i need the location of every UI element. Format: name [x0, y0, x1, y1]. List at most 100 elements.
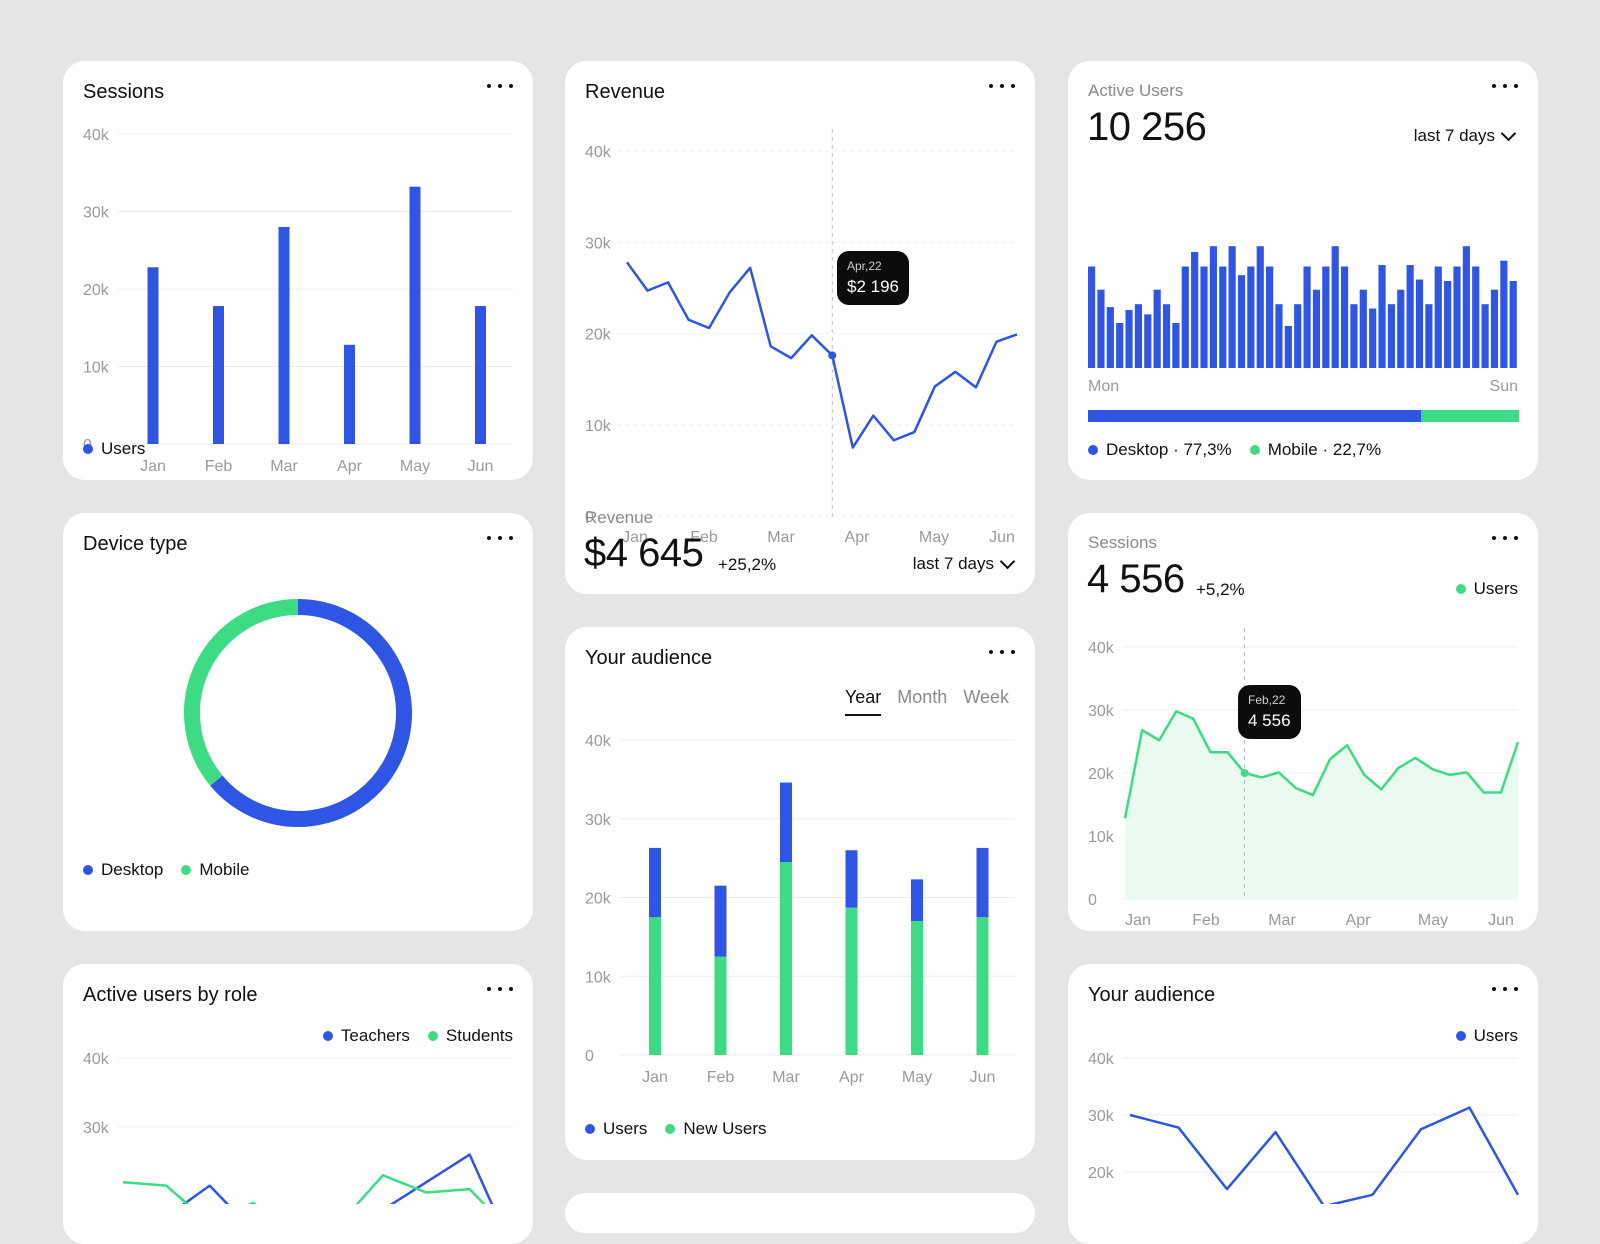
legend-dot-mobile — [181, 865, 192, 875]
bar — [1340, 266, 1349, 368]
bar — [1490, 289, 1499, 368]
legend-dot-students — [427, 1031, 438, 1041]
y-tick-label: 20k — [83, 282, 110, 299]
legend-mobile: Mobile · 22,7% — [1267, 440, 1382, 459]
x-tick-label: Jan — [140, 458, 166, 475]
y-tick-label: 30k — [83, 205, 110, 222]
bar-segment — [845, 850, 858, 908]
x-tick-label: May — [902, 1069, 932, 1086]
bar-segment — [714, 885, 727, 957]
revenue-delta: +25,2% — [718, 555, 777, 574]
role-card: Active users by role Teachers Students 4… — [63, 964, 533, 1244]
sessions-area-chart: 0 10k 20k 30k 40k Jan Feb Mar Apr May Jun — [1088, 628, 1520, 928]
bar — [1453, 266, 1461, 368]
tooltip-label: Apr,22 — [847, 259, 882, 273]
bar — [1116, 323, 1124, 368]
y-tick-label: 20k — [1088, 766, 1115, 783]
x-tick-label: Mar — [772, 1069, 800, 1086]
legend-users: Users — [1473, 1026, 1518, 1045]
users-line — [1129, 1106, 1520, 1204]
x-tick-label: Jan — [1125, 912, 1151, 928]
bar — [1144, 314, 1152, 368]
device-split-bar — [1088, 410, 1519, 422]
active-users-range-dropdown[interactable]: last 7 days — [1414, 125, 1517, 146]
revenue-tooltip: Apr,22 $2 196 — [837, 251, 909, 305]
more-horizontal-icon[interactable] — [989, 79, 1015, 93]
bar — [1181, 266, 1189, 368]
y-tick-label: 10k — [585, 418, 612, 435]
bar — [1312, 289, 1321, 368]
sessions-label: Sessions — [1088, 533, 1157, 552]
x-tick-label: Jun — [1488, 912, 1514, 928]
active-users-legend: Desktop · 77,3% Mobile · 22,7% — [1088, 440, 1381, 460]
legend-dot-users — [1455, 584, 1466, 594]
more-horizontal-icon[interactable] — [487, 79, 513, 93]
sessions-area-card: Sessions 4 556 +5,2% Users 0 10k 20k 30k 40k… — [1068, 513, 1538, 931]
bar-segment — [911, 879, 923, 922]
x-tick-label: Apr — [845, 529, 871, 546]
bar — [1209, 246, 1217, 368]
sessions-delta: +5,2% — [1196, 580, 1245, 599]
x-tick-label: Mar — [1268, 912, 1296, 928]
bar — [1331, 246, 1339, 368]
legend-dot-users — [585, 1124, 595, 1134]
bar — [409, 186, 421, 444]
bar — [1088, 266, 1096, 368]
audience-line-legend: Users — [1455, 1026, 1518, 1046]
y-tick-label: 40k — [585, 733, 612, 750]
bar — [147, 267, 159, 444]
bar — [1359, 289, 1367, 368]
card-title: Revenue — [585, 81, 666, 103]
legend-dot-mobile — [1249, 445, 1260, 455]
x-tick-label: Feb — [1192, 912, 1220, 928]
sessions-line — [1123, 710, 1520, 819]
active-users-card: Active Users 10 256 last 7 days Mon Sun … — [1068, 61, 1538, 480]
highlight-point — [1240, 769, 1249, 777]
bar — [1406, 265, 1414, 368]
bar — [1191, 252, 1199, 368]
legend-dot-new-users — [665, 1124, 676, 1134]
y-tick-label: 0 — [585, 1048, 594, 1065]
revenue-range-dropdown[interactable]: last 7 days — [913, 553, 1016, 574]
donut-slice-mobile — [184, 599, 299, 786]
bar — [1200, 266, 1208, 368]
device-legend: Desktop Mobile — [83, 860, 249, 880]
tab-month[interactable]: Month — [897, 687, 948, 707]
more-horizontal-icon[interactable] — [1492, 531, 1518, 545]
y-tick-label: 30k — [1088, 1108, 1115, 1125]
audience-card: Your audience Year Month Week 0 10k 20k 30k… — [565, 627, 1035, 1160]
x-tick-label: Apr — [1346, 912, 1372, 928]
more-horizontal-icon[interactable] — [487, 982, 513, 996]
bar-segment — [976, 847, 989, 918]
bar — [475, 306, 486, 444]
y-tick-label: 40k — [1088, 640, 1115, 657]
tooltip-value: 4 556 — [1248, 711, 1291, 730]
bar — [1397, 289, 1405, 368]
bar — [1415, 279, 1424, 368]
sessions-value: 4 556 — [1087, 557, 1185, 601]
x-tick-label: Apr — [337, 458, 363, 475]
bar — [1387, 304, 1395, 368]
chevron-down-icon — [999, 553, 1016, 569]
y-tick-label: 10k — [585, 969, 612, 986]
active-users-label: Active Users — [1088, 81, 1184, 100]
bar — [1256, 246, 1264, 368]
bar-segment — [780, 862, 792, 1055]
device-type-card: Device type Desktop Mobile — [63, 513, 533, 931]
chevron-down-icon — [1500, 125, 1517, 141]
y-tick-label: 40k — [83, 127, 110, 144]
legend-dot-users — [83, 444, 93, 454]
audience-line-chart: 40k 30k 20k — [1088, 1051, 1520, 1204]
x-tick-label: Feb — [205, 458, 233, 475]
period-tabs: Year Month Week — [844, 687, 1009, 716]
revenue-sub-label: Revenue — [585, 508, 654, 527]
more-horizontal-icon[interactable] — [487, 531, 513, 545]
more-horizontal-icon[interactable] — [1492, 982, 1518, 996]
more-horizontal-icon[interactable] — [1492, 79, 1518, 93]
tab-year[interactable]: Year — [844, 687, 882, 716]
bar — [344, 344, 355, 444]
legend-dot-users — [1455, 1031, 1466, 1041]
tab-week[interactable]: Week — [963, 687, 1009, 707]
more-horizontal-icon[interactable] — [989, 645, 1015, 659]
x-tick-label: Mar — [270, 458, 298, 475]
